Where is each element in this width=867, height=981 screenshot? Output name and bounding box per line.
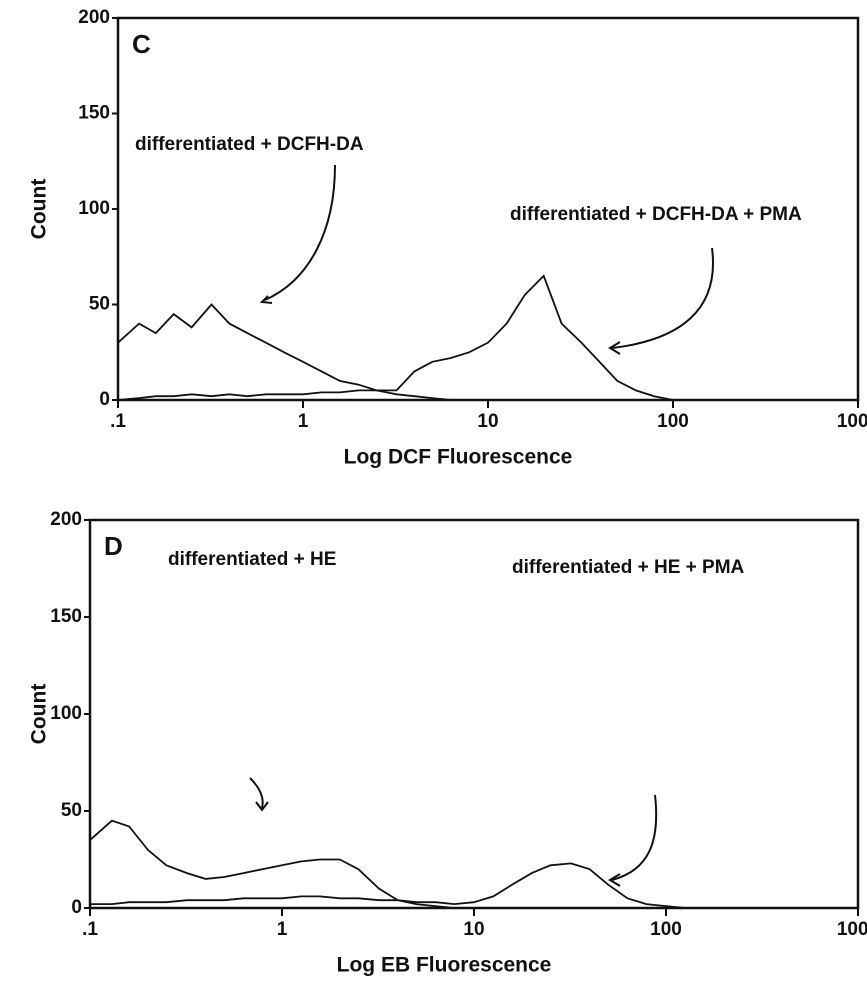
x-tick-label: 10 [477,411,498,432]
y-axis-label: Count [28,179,51,240]
arrow-head [259,295,273,304]
x-tick-label: 100 [650,919,682,940]
y-tick-label: 50 [61,800,82,821]
x-tick-label: .1 [82,919,98,940]
plot-frame [88,518,860,910]
y-tick-label: 50 [89,294,110,315]
y-tick-label: 150 [78,103,110,124]
x-axis-label: Log DCF Fluorescence [344,446,573,469]
x-tick-label: 100 [657,411,689,432]
annotation-arrow [264,164,336,301]
arrow-head [608,873,621,887]
series-label: differentiated + DCFH-DA + PMA [510,204,802,225]
annotation-arrow [249,777,264,809]
arrow-head [255,801,269,812]
x-tick-label: 1 [277,919,288,940]
x-axis-label: Log EB Fluorescence [337,954,552,977]
series-label: differentiated + HE + PMA [512,557,745,578]
series-line [90,862,858,909]
series-line [89,819,858,909]
y-tick-label: 100 [78,198,110,219]
series-line [117,303,858,401]
y-tick-label: 200 [50,509,82,530]
panel-label: D [104,531,123,561]
y-tick-label: 200 [78,7,110,28]
annotation-arrow [611,794,658,881]
y-tick-label: 0 [99,389,110,410]
panel-label: C [132,29,151,59]
series-line [117,274,858,401]
series-label: differentiated + HE [168,549,336,570]
y-tick-label: 150 [50,606,82,627]
x-tick-label: .1 [110,411,126,432]
y-tick-label: 0 [71,897,82,918]
x-tick-label: 1000 [837,411,867,432]
x-tick-label: 10 [463,919,484,940]
series-label: differentiated + DCFH-DA [135,134,364,155]
x-tick-label: 1000 [837,919,867,940]
y-axis-label: Count [28,684,51,745]
annotation-arrow [611,247,714,349]
x-tick-label: 1 [298,411,309,432]
y-tick-label: 100 [50,703,82,724]
arrow-head [608,341,621,355]
